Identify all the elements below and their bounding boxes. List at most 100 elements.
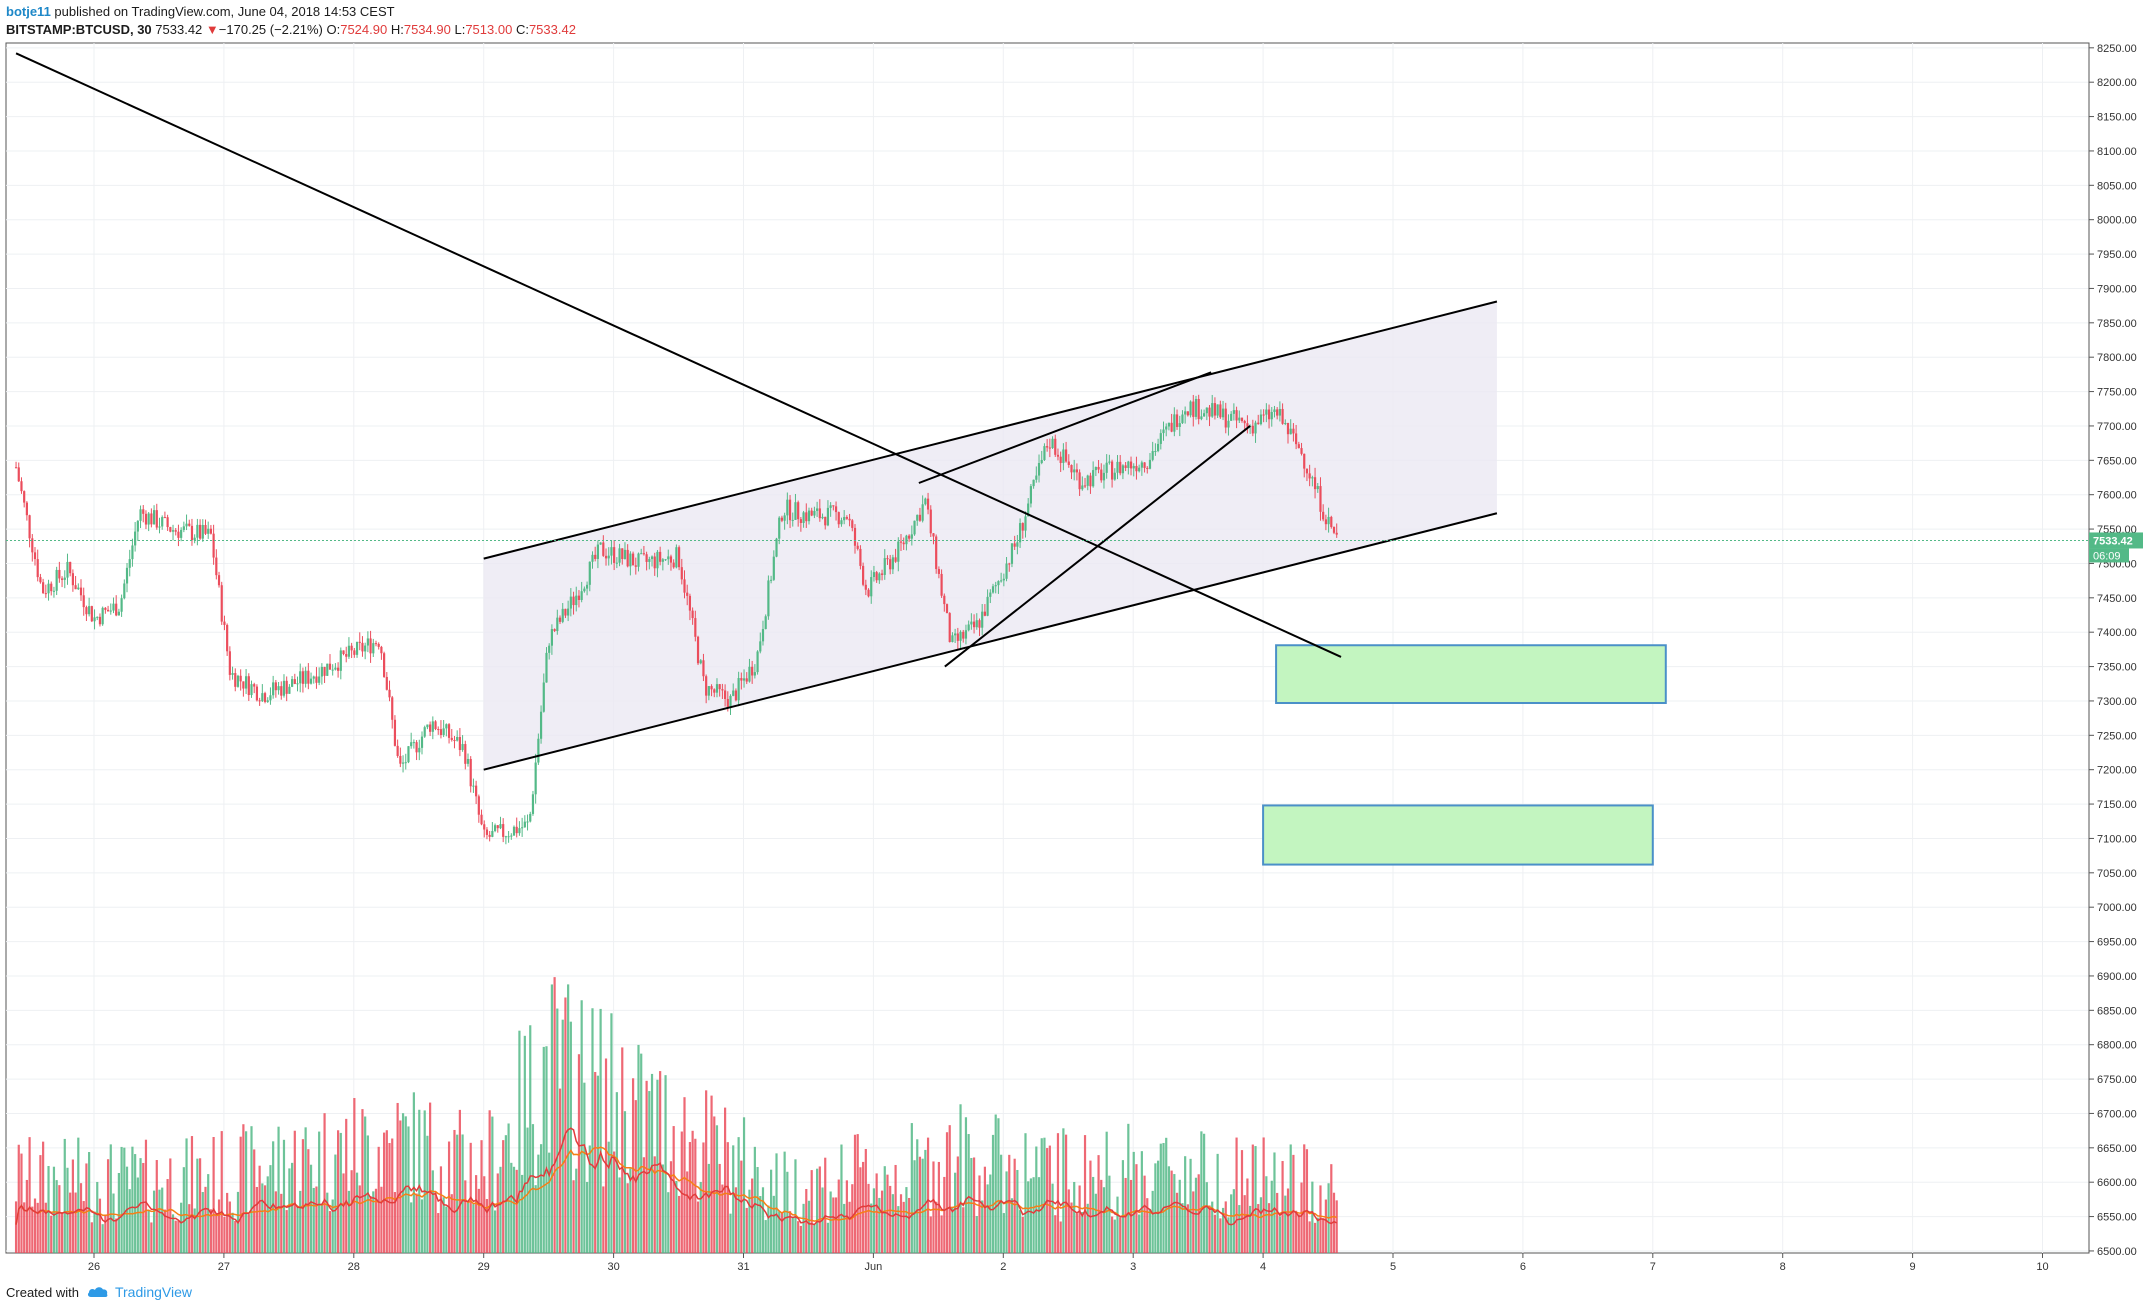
volume-bar xyxy=(150,1222,153,1253)
volume-bar xyxy=(204,1186,207,1253)
candle-body xyxy=(832,505,835,507)
candle-body xyxy=(848,518,851,521)
volume-bar xyxy=(296,1207,299,1253)
volume-bar xyxy=(723,1107,727,1253)
support-zone-2[interactable] xyxy=(1262,804,1654,866)
volume-bar xyxy=(1278,1216,1281,1253)
candle-body xyxy=(688,595,692,611)
volume-bar xyxy=(201,1192,204,1253)
volume-bar xyxy=(17,1144,20,1253)
volume-bar xyxy=(1322,1218,1325,1253)
volume-bar xyxy=(1010,1198,1014,1253)
volume-bar xyxy=(247,1214,250,1253)
volume-bar xyxy=(983,1166,986,1253)
volume-bar xyxy=(1295,1210,1298,1253)
x-tick-label: 30 xyxy=(607,1261,619,1273)
candle-body xyxy=(174,530,177,532)
candle-body xyxy=(602,542,605,556)
y-tick-label: 7650.00 xyxy=(2097,455,2137,467)
volume-bar xyxy=(1089,1160,1092,1253)
volume-bar xyxy=(1305,1149,1309,1253)
volume-ma-red xyxy=(15,1127,1338,1226)
volume-bar xyxy=(713,1116,716,1253)
volume-bar xyxy=(588,1145,591,1253)
volume-bar xyxy=(537,1154,540,1253)
candle-body xyxy=(60,578,64,580)
volume-bar xyxy=(564,997,567,1253)
volume-bar xyxy=(142,1162,145,1253)
x-tick-label: 2 xyxy=(1000,1261,1006,1273)
candle-body xyxy=(115,603,118,616)
volume-bar xyxy=(1135,1164,1138,1253)
support-zone-1[interactable] xyxy=(1275,644,1667,704)
volume-bar xyxy=(220,1131,223,1253)
candle-body xyxy=(962,631,965,639)
candle-body xyxy=(705,676,708,696)
candle-body xyxy=(1029,486,1033,504)
countdown-label: 06:09 xyxy=(2093,550,2121,562)
candle-body xyxy=(236,675,240,687)
candle-body xyxy=(196,524,199,538)
channel-lower-line[interactable] xyxy=(483,512,1498,771)
volume-bar xyxy=(772,1195,775,1253)
volume-bar xyxy=(318,1131,321,1253)
volume-bar xyxy=(1281,1161,1284,1253)
volume-bar xyxy=(36,1202,39,1253)
volume-bar xyxy=(1156,1160,1160,1253)
descending-trendline[interactable] xyxy=(15,52,1342,658)
volume-bar xyxy=(55,1180,58,1253)
volume-bar xyxy=(69,1192,72,1253)
candle-body xyxy=(326,663,329,676)
volume-bar xyxy=(42,1141,45,1253)
x-tick-label: 27 xyxy=(218,1261,230,1273)
y-tick-label: 6750.00 xyxy=(2097,1074,2137,1086)
candle-body xyxy=(139,509,142,521)
rising-trendline-b[interactable] xyxy=(918,371,1212,484)
volume-bar xyxy=(1148,1208,1152,1253)
volume-bar xyxy=(1200,1131,1203,1253)
candle-body xyxy=(1311,477,1314,479)
tradingview-logo[interactable]: TradingView xyxy=(87,1284,192,1300)
volume-bar xyxy=(1335,1200,1338,1253)
volume-bar xyxy=(385,1130,388,1253)
candle-body xyxy=(477,796,480,815)
candle-body xyxy=(1197,398,1200,420)
candle-body xyxy=(1129,461,1133,469)
volume-bar xyxy=(223,1216,226,1253)
volume-bar xyxy=(255,1186,259,1253)
candle-body xyxy=(274,682,277,691)
volume-bar xyxy=(862,1161,865,1253)
candle-body xyxy=(104,607,107,610)
candle-body xyxy=(1265,409,1268,415)
volume-bar xyxy=(1303,1144,1306,1253)
candle-body xyxy=(485,829,489,835)
candle-body xyxy=(466,758,470,764)
volume-bar xyxy=(753,1146,756,1253)
volume-bar xyxy=(894,1164,897,1253)
symbol-label[interactable]: BITSTAMP:BTCUSD, 30 xyxy=(6,22,152,37)
candle-body xyxy=(1100,469,1103,481)
plot-area[interactable] xyxy=(5,42,2090,1254)
volume-bar xyxy=(1081,1212,1084,1253)
volume-bar xyxy=(50,1215,53,1253)
candle-body xyxy=(1097,466,1100,470)
candle-body xyxy=(185,523,188,527)
candle-body xyxy=(1086,475,1089,486)
volume-bar xyxy=(123,1147,126,1253)
candle-body xyxy=(412,742,415,744)
volume-bar xyxy=(1181,1203,1184,1253)
volume-bar xyxy=(1213,1214,1217,1253)
volume-bar xyxy=(1230,1194,1233,1253)
volume-bar xyxy=(1043,1137,1046,1253)
author-name[interactable]: botje11 xyxy=(6,4,51,19)
candle-body xyxy=(82,595,85,608)
candle-body xyxy=(567,608,570,616)
y-tick-label: 7900.00 xyxy=(2097,283,2137,295)
candle-body xyxy=(761,629,765,642)
candle-body xyxy=(77,587,80,590)
candle-body xyxy=(120,598,123,612)
rising-trendline-a[interactable] xyxy=(944,425,1251,668)
candle-body xyxy=(71,573,74,586)
channel-upper-line[interactable] xyxy=(483,300,1498,560)
